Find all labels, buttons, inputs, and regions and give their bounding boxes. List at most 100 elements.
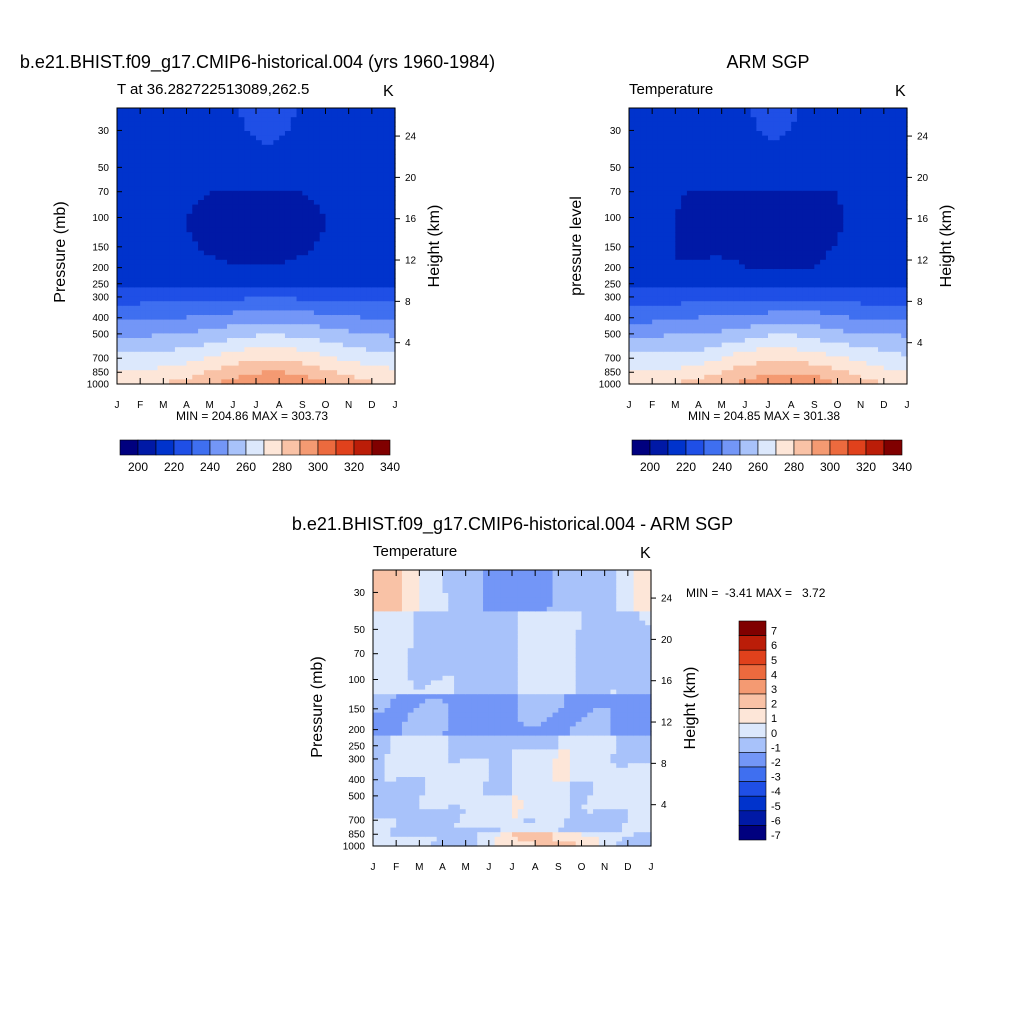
panel1-cell bbox=[134, 296, 141, 302]
panel2-cell bbox=[704, 112, 711, 118]
panel2-cell bbox=[796, 172, 804, 178]
panel1-cell bbox=[209, 140, 217, 146]
panel1-cell bbox=[261, 259, 269, 265]
panel1-cell bbox=[348, 232, 356, 238]
panel1-cell bbox=[354, 328, 361, 334]
panel1-cell bbox=[331, 333, 338, 339]
panel2-cell bbox=[773, 232, 781, 238]
panel2-cell bbox=[785, 310, 792, 316]
panel1-cell bbox=[215, 172, 222, 178]
panel1-cell bbox=[319, 131, 327, 137]
panel2-cell bbox=[686, 305, 694, 311]
panel1-cell bbox=[308, 163, 315, 169]
panel1-cell bbox=[284, 333, 292, 339]
panel2-cell bbox=[762, 154, 769, 160]
panel2-cell bbox=[704, 158, 711, 164]
panel1-cell bbox=[337, 333, 344, 339]
panel2-cell bbox=[779, 223, 786, 229]
panel1-cell bbox=[325, 269, 332, 275]
panel2-cell bbox=[779, 370, 786, 376]
panel2-cell bbox=[727, 232, 734, 238]
panel1-cell bbox=[186, 177, 193, 183]
panel2-cell bbox=[733, 209, 740, 215]
panel1-cell bbox=[145, 347, 153, 353]
panel1-cell bbox=[198, 131, 205, 137]
panel1-cell bbox=[244, 269, 251, 275]
panel2-cell bbox=[820, 301, 827, 307]
panel2-cell bbox=[814, 236, 821, 242]
panel2-cell bbox=[692, 361, 700, 367]
panel2-cell bbox=[663, 287, 671, 293]
panel2-cell bbox=[820, 209, 827, 215]
panel1-cell bbox=[261, 365, 269, 371]
panel2-cell bbox=[733, 305, 740, 311]
panel1-cell bbox=[290, 319, 298, 325]
panel1-cell bbox=[313, 209, 321, 215]
panel1-cell bbox=[221, 292, 228, 298]
panel2-cell bbox=[669, 264, 676, 270]
panel1-cell bbox=[389, 282, 396, 288]
panel1-cell bbox=[313, 200, 321, 206]
panel2-cell bbox=[652, 379, 659, 385]
panel2-cell bbox=[744, 324, 752, 330]
panel1-cell bbox=[284, 144, 292, 150]
panel2-cell bbox=[727, 282, 734, 288]
panel1-cell bbox=[198, 361, 205, 367]
panel1-cell bbox=[273, 282, 280, 288]
panel1-cell bbox=[383, 195, 390, 201]
panel2-cell bbox=[681, 190, 688, 196]
panel1-cell bbox=[273, 264, 280, 270]
panel2-cell bbox=[692, 246, 700, 252]
panel1-cell bbox=[261, 121, 269, 127]
panel2-cell bbox=[692, 379, 700, 385]
panel1-cell bbox=[180, 177, 188, 183]
panel1-cell bbox=[331, 172, 338, 178]
panel1-cell bbox=[296, 264, 303, 270]
panel1-cell bbox=[232, 163, 240, 169]
panel1-cell bbox=[157, 158, 164, 164]
panel1-cell bbox=[232, 121, 240, 127]
panel1-cell bbox=[331, 227, 338, 233]
panel1-cell bbox=[186, 301, 193, 307]
panel1-cell bbox=[203, 204, 211, 210]
panel1-cell bbox=[302, 181, 309, 187]
panel2-cell bbox=[814, 154, 821, 160]
panel2-cell bbox=[652, 282, 659, 288]
panel2-cell bbox=[733, 186, 740, 192]
panel2-cell bbox=[756, 117, 763, 123]
panel1-cell bbox=[174, 296, 182, 302]
panel1-cell bbox=[157, 213, 164, 219]
panel2-cell bbox=[779, 264, 786, 270]
panel2-cell bbox=[762, 163, 769, 169]
panel1-cell bbox=[250, 190, 257, 196]
panel1-cell bbox=[221, 241, 228, 247]
panel1-cell bbox=[371, 342, 379, 348]
panel1-cell bbox=[377, 342, 385, 348]
panel1-cell bbox=[337, 273, 344, 279]
panel1-cell bbox=[360, 370, 367, 376]
panel1-cell bbox=[366, 255, 373, 261]
panel2-cell bbox=[744, 163, 752, 169]
panel1-cell bbox=[198, 310, 205, 316]
panel1-cell bbox=[203, 186, 211, 192]
panel2-cell bbox=[634, 149, 642, 155]
panel1-ytick-label: 150 bbox=[92, 242, 109, 253]
panel2-cell bbox=[634, 255, 642, 261]
panel1-cell bbox=[163, 112, 170, 118]
panel2-cell bbox=[657, 292, 665, 298]
panel2-cell bbox=[762, 370, 769, 376]
panel2-cell bbox=[629, 287, 636, 293]
panel2-cell bbox=[640, 292, 647, 298]
panel1-cell bbox=[157, 186, 164, 192]
panel2-cell bbox=[756, 310, 763, 316]
panel2-cell bbox=[727, 167, 734, 173]
panel1-cell bbox=[221, 264, 228, 270]
panel1-cell bbox=[169, 287, 176, 293]
panel1-cell bbox=[319, 269, 327, 275]
panel1-cell bbox=[371, 241, 379, 247]
panel1-cell bbox=[186, 324, 193, 330]
panel1-cell bbox=[267, 250, 274, 256]
panel1-cell bbox=[198, 292, 205, 298]
panel1-cell bbox=[192, 218, 199, 224]
panel2-cell bbox=[802, 236, 810, 242]
